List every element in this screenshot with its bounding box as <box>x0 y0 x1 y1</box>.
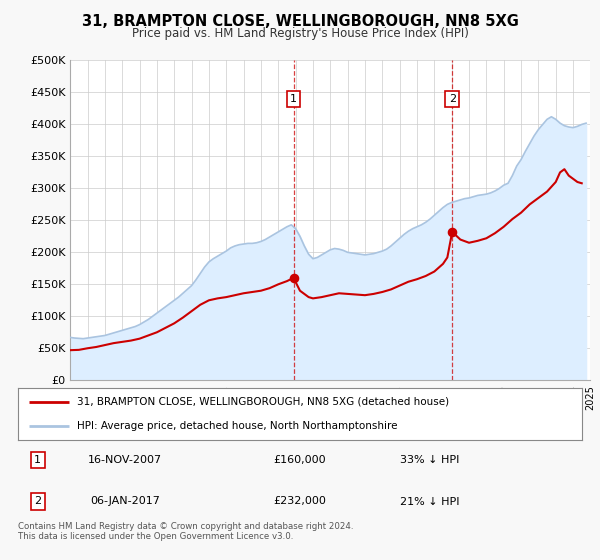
Text: 2: 2 <box>449 94 456 104</box>
Text: 06-JAN-2017: 06-JAN-2017 <box>90 497 160 506</box>
Text: Contains HM Land Registry data © Crown copyright and database right 2024.
This d: Contains HM Land Registry data © Crown c… <box>18 522 353 542</box>
Text: 1: 1 <box>34 455 41 465</box>
Point <box>289 273 298 282</box>
Text: £160,000: £160,000 <box>274 455 326 465</box>
Text: HPI: Average price, detached house, North Northamptonshire: HPI: Average price, detached house, Nort… <box>77 421 398 431</box>
Point <box>448 227 457 236</box>
Text: 16-NOV-2007: 16-NOV-2007 <box>88 455 162 465</box>
Text: 1: 1 <box>290 94 297 104</box>
Text: Price paid vs. HM Land Registry's House Price Index (HPI): Price paid vs. HM Land Registry's House … <box>131 27 469 40</box>
Text: 31, BRAMPTON CLOSE, WELLINGBOROUGH, NN8 5XG: 31, BRAMPTON CLOSE, WELLINGBOROUGH, NN8 … <box>82 14 518 29</box>
Text: 31, BRAMPTON CLOSE, WELLINGBOROUGH, NN8 5XG (detached house): 31, BRAMPTON CLOSE, WELLINGBOROUGH, NN8 … <box>77 396 449 407</box>
Text: 2: 2 <box>34 497 41 506</box>
Text: £232,000: £232,000 <box>274 497 326 506</box>
Text: 21% ↓ HPI: 21% ↓ HPI <box>400 497 460 506</box>
Text: 33% ↓ HPI: 33% ↓ HPI <box>400 455 460 465</box>
